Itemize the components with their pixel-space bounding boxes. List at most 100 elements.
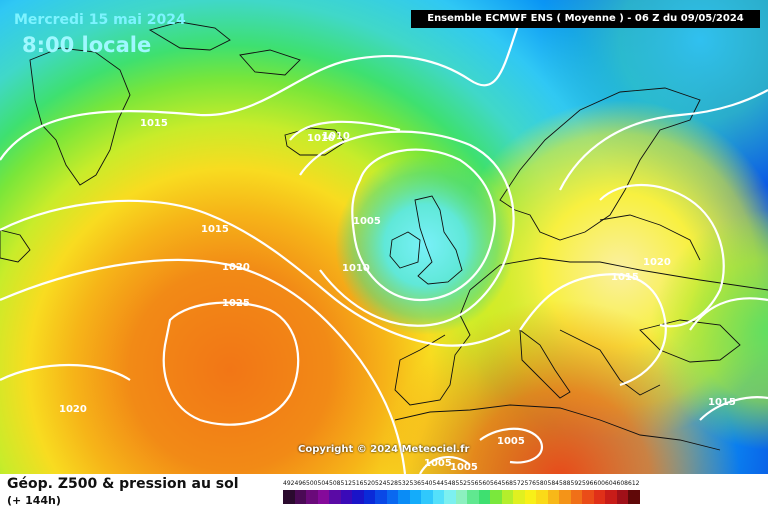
pressure-label: 1020 [59, 404, 87, 415]
black-sea-coast [639, 319, 741, 363]
legend-labels: 492 496 500 504 508 512 516 520 524 528 532 536 540 5… [283, 480, 640, 487]
legend-value: 612 [628, 480, 640, 487]
legend-value: 608 [616, 480, 628, 487]
legend-value: 576 [524, 480, 536, 487]
isobar-1010-ring [289, 120, 401, 141]
legend-swatch [490, 490, 502, 504]
labrador-coast [0, 229, 31, 263]
pressure-label: 1010 [307, 133, 335, 144]
legend-value: 536 [409, 480, 421, 487]
legend-swatch [352, 490, 364, 504]
legend-swatch [306, 490, 318, 504]
isobar-1025 [162, 301, 300, 426]
legend-value: 552 [455, 480, 467, 487]
pressure-label: 1015 [140, 118, 168, 129]
greenland-coast [29, 47, 131, 186]
legend-swatch [501, 490, 513, 504]
pressure-label: 1005 [450, 462, 478, 473]
pressure-label: 1015 [611, 272, 639, 283]
arctic-islands [148, 21, 301, 76]
legend-value: 516 [352, 480, 364, 487]
east-field [0, 0, 768, 474]
legend-value: 524 [375, 480, 387, 487]
pressure-labels: 1015 1010 1010 1005 1015 1010 1020 1025 … [59, 118, 736, 473]
isobar-1015-scandinavia [559, 89, 768, 191]
forecast-date: Mercredi 15 mai 2024 [14, 12, 186, 28]
isobar-1020-south [0, 363, 131, 381]
legend-value: 572 [513, 480, 525, 487]
coastlines [0, 21, 768, 451]
legend-swatch [455, 490, 467, 504]
legend-value: 564 [490, 480, 502, 487]
legend-value: 592 [570, 480, 582, 487]
legend-swatch [375, 490, 387, 504]
legend-swatch [444, 490, 456, 504]
north-africa-coast [394, 404, 721, 451]
italy-coast [519, 329, 571, 399]
copyright-text: Copyright © 2024 Meteociel.fr [298, 444, 470, 455]
legend-swatch [467, 490, 479, 504]
isobar-1010-low [299, 130, 515, 327]
legend-swatch [513, 490, 525, 504]
pressure-label: 1015 [201, 224, 229, 235]
legend-value: 556 [467, 480, 479, 487]
legend-value: 568 [501, 480, 513, 487]
isobars [0, 19, 768, 474]
pressure-label: 1005 [497, 436, 525, 447]
isobar-1020-east [599, 184, 725, 328]
legend-value: 540 [421, 480, 433, 487]
pressure-label: 1010 [322, 131, 350, 142]
legend-swatch [317, 490, 329, 504]
legend-value: 532 [398, 480, 410, 487]
legend-swatch [363, 490, 375, 504]
isobar-1005-africa-2 [419, 456, 471, 474]
baltic-coast [599, 214, 701, 261]
legend-swatch [536, 490, 548, 504]
legend-value: 548 [444, 480, 456, 487]
balkans-coast [559, 329, 661, 396]
isobar-1020 [0, 258, 407, 474]
ireland-coast [389, 231, 421, 269]
isobar-1005-africa [479, 427, 543, 464]
legend-swatch [421, 490, 433, 504]
legend-swatches [283, 487, 640, 504]
legend-swatch [582, 490, 594, 504]
footer-bar: Géop. Z500 & pression au sol (+ 144h) 49… [0, 474, 768, 512]
legend-value: 500 [306, 480, 318, 487]
pressure-label: 1025 [222, 298, 250, 309]
legend-value: 496 [294, 480, 306, 487]
legend-swatch [329, 490, 341, 504]
geopotential-map: 1015 1010 1010 1005 1015 1010 1020 1025 … [0, 0, 768, 474]
legend-swatch [409, 490, 421, 504]
legend-value: 584 [547, 480, 559, 487]
isobar-1015-east [689, 297, 768, 421]
forecast-lead-time: (+ 144h) [7, 494, 61, 507]
legend-swatch [616, 490, 628, 504]
great-britain-coast [414, 195, 463, 285]
legend-swatch [605, 490, 617, 504]
pressure-label: 1005 [353, 216, 381, 227]
chart-title: Géop. Z500 & pression au sol [7, 476, 239, 492]
legend-value: 560 [478, 480, 490, 487]
legend-swatch [283, 490, 295, 504]
legend-swatch [432, 490, 444, 504]
legend-value: 604 [605, 480, 617, 487]
legend-value: 544 [432, 480, 444, 487]
color-legend: 492 496 500 504 508 512 516 520 524 528 532 536 540 5… [283, 480, 640, 504]
legend-value: 512 [340, 480, 352, 487]
legend-value: 528 [386, 480, 398, 487]
legend-swatch [559, 490, 571, 504]
iceland-coast [284, 127, 346, 156]
pressure-label: 1010 [342, 263, 370, 274]
legend-value: 596 [582, 480, 594, 487]
legend-swatch [570, 490, 582, 504]
legend-swatch [478, 490, 490, 504]
legend-swatch [340, 490, 352, 504]
legend-swatch [398, 490, 410, 504]
isobar-1015-north [0, 19, 522, 161]
legend-swatch [547, 490, 559, 504]
pressure-label: 1015 [708, 397, 736, 408]
legend-swatch [524, 490, 536, 504]
legend-value: 588 [559, 480, 571, 487]
